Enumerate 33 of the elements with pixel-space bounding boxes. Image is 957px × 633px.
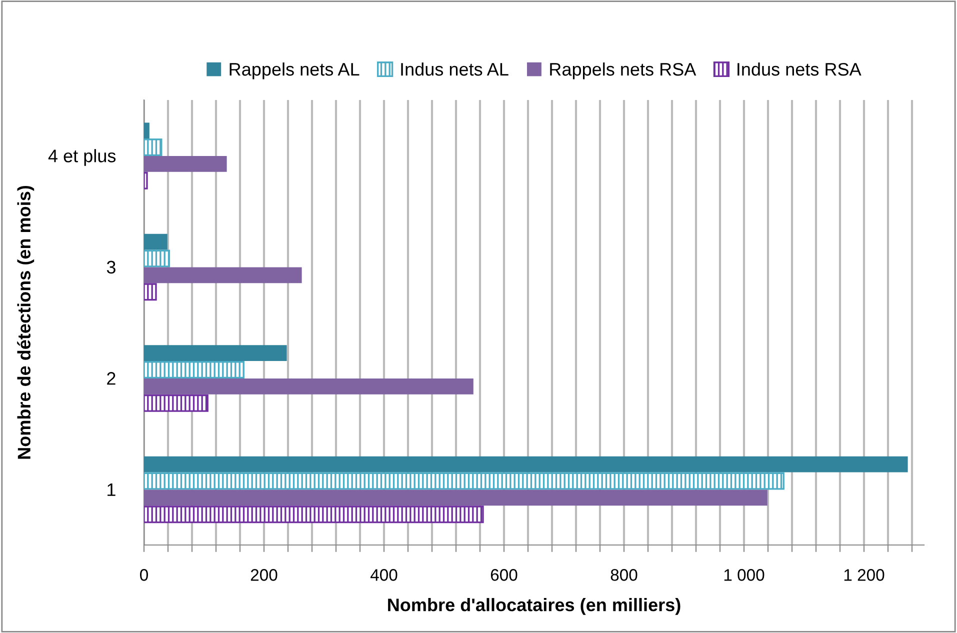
bar	[144, 156, 227, 172]
bar	[144, 283, 157, 301]
bar	[144, 361, 244, 379]
y-axis-title: Nombre de détections (en mois)	[17, 186, 34, 459]
bar	[144, 267, 302, 284]
x-tick-label: 800	[610, 569, 638, 581]
x-axis-title: Nombre d'allocataires (en milliers)	[388, 598, 680, 615]
bar	[144, 234, 168, 250]
x-tick-label: 400	[370, 569, 398, 581]
bar	[144, 506, 484, 524]
y-tick-label: 1	[108, 483, 116, 496]
bar	[144, 122, 150, 139]
y-tick-label: 2	[107, 372, 116, 385]
x-tick-label: 600	[490, 569, 518, 581]
bar	[144, 456, 908, 472]
bar	[144, 345, 287, 362]
legend-label: Rappels nets RSA	[550, 62, 696, 80]
bar	[144, 138, 162, 156]
legend-label: Indus nets RSA	[738, 62, 862, 76]
bar	[144, 250, 170, 268]
bar	[144, 472, 784, 490]
bar	[144, 394, 208, 412]
legend-label: Rappels nets AL	[230, 62, 360, 80]
x-tick-label: 1 200	[844, 569, 884, 581]
bar	[144, 378, 474, 394]
legend-label: Indus nets AL	[401, 62, 508, 76]
y-tick-label: 3	[106, 260, 116, 274]
x-tick-label: 200	[250, 569, 278, 581]
y-tick-label: 4 et plus	[48, 149, 116, 166]
x-tick-label: 0	[140, 569, 148, 581]
bar	[144, 172, 148, 190]
x-tick-label: 1 000	[724, 569, 764, 581]
bar	[144, 490, 768, 506]
